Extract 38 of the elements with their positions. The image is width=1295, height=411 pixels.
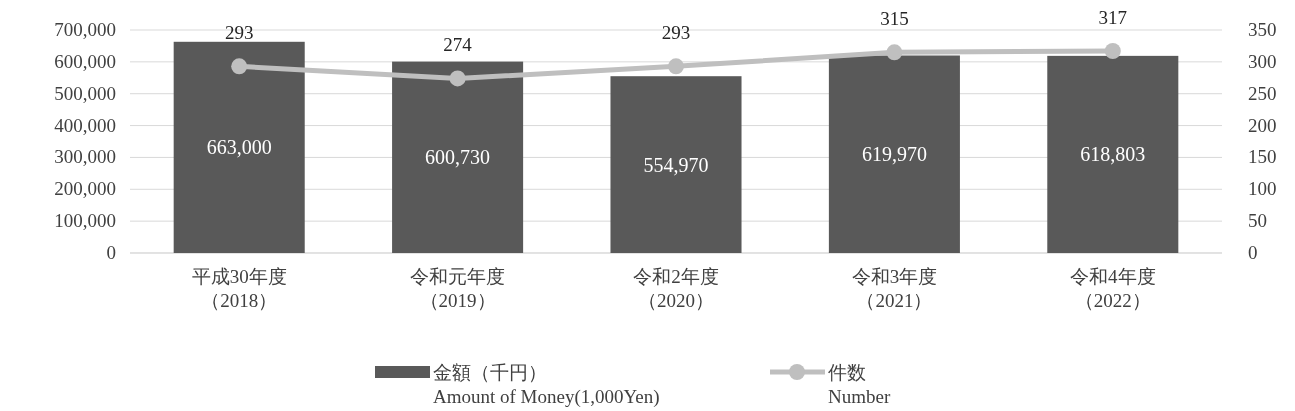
y-tick-label: 700,000 xyxy=(54,19,116,40)
legend-label: 件数 Number xyxy=(828,362,891,407)
y2-tick-label: 300 xyxy=(1248,50,1277,72)
y2-tick-label: 50 xyxy=(1248,210,1267,232)
data-label: 554,970 xyxy=(643,153,709,176)
y2-tick-label: 150 xyxy=(1248,146,1277,168)
x-tick-label: 令和2年度（2020） xyxy=(633,266,719,311)
data-label: 293 xyxy=(224,22,254,44)
data-label: 293 xyxy=(661,22,691,44)
y-tick-label: 0 xyxy=(106,242,116,263)
y-tick-label: 300,000 xyxy=(54,146,116,168)
y2-tick-label: 350 xyxy=(1248,19,1277,40)
y-tick-label: 500,000 xyxy=(54,82,116,104)
data-label: 600,730 xyxy=(425,146,491,169)
y-tick-label: 600,000 xyxy=(54,50,116,72)
x-tick-label: 平成30年度（2018） xyxy=(191,266,287,311)
y2-tick-label: 100 xyxy=(1248,178,1277,200)
y-tick-label: 200,000 xyxy=(54,178,116,200)
data-label: 619,970 xyxy=(861,143,927,166)
data-label: 663,000 xyxy=(206,136,272,159)
legend-label: 金額（千円） Amount of Money(1,000Yen) xyxy=(433,362,660,408)
point xyxy=(449,70,466,87)
y2-tick-label: 200 xyxy=(1248,114,1277,136)
data-label: 317 xyxy=(1098,7,1128,29)
data-label: 315 xyxy=(880,8,909,30)
x-tick-label: 令和元年度（2019） xyxy=(410,266,506,311)
y2-tick-label: 0 xyxy=(1248,242,1258,263)
point xyxy=(1104,43,1121,60)
data-label: 274 xyxy=(443,34,473,56)
y-tick-label: 400,000 xyxy=(54,114,116,136)
point xyxy=(886,44,903,61)
x-tick-label: 令和4年度（2022） xyxy=(1070,266,1156,311)
x-tick-label: 令和3年度（2021） xyxy=(851,266,938,311)
y2-tick-label: 250 xyxy=(1248,82,1277,104)
y-tick-label: 100,000 xyxy=(54,210,116,232)
point xyxy=(668,58,684,75)
data-label: 618,803 xyxy=(1080,143,1146,166)
point xyxy=(231,58,248,75)
